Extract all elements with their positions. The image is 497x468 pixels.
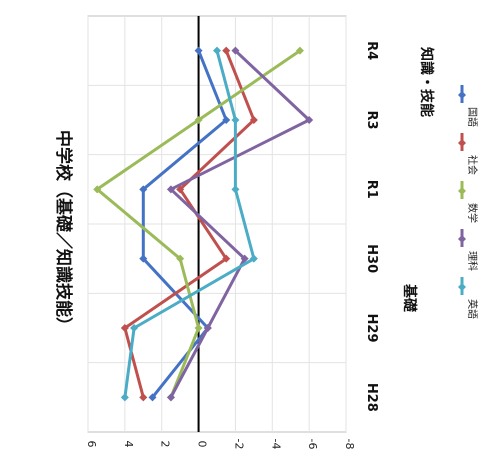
data-point [249,116,258,124]
category-label: R3 [364,110,379,129]
legend-marker [458,235,466,243]
series-1 [120,46,258,402]
series-line [141,50,228,399]
value-tick-label: -6 [306,439,319,450]
value-tick-label: 0 [196,441,209,448]
data-point [203,324,212,332]
data-point [222,116,231,124]
data-point [213,46,221,55]
legend-marker [458,91,466,99]
legend-label: 理科 [466,251,479,271]
data-point [222,254,231,263]
data-point [176,254,185,263]
legend-item: 社会 [458,133,479,175]
data-point [120,324,129,332]
data-point [139,254,148,263]
data-point [166,185,175,194]
legend-marker [458,139,466,147]
series-line [169,49,311,399]
legend-item: 理科 [458,229,479,271]
legend-label: 数学 [466,203,479,223]
legend-label: 社会 [466,155,479,175]
section-label-kiso: 基礎 [401,284,418,313]
data-point [305,116,314,124]
data-point [240,254,249,263]
data-point [249,254,258,263]
series-line [123,50,256,398]
series-4 [120,46,258,402]
series-3 [166,46,314,402]
chart-title: 中学校（基礎／知識技能） [53,130,74,334]
value-axis: -8 -6 -4 -2 0 2 4 6 [85,16,356,449]
data-point [194,324,203,332]
data-point [231,46,240,55]
value-tick-label: 4 [122,441,135,448]
value-tick-label: 6 [85,441,98,448]
legend-item: 英語 [458,277,479,319]
series-lines [93,46,314,402]
section-label-chishiki: 知識・技能 [418,47,435,117]
data-point [231,185,240,194]
category-label: R4 [364,41,379,60]
data-point [222,46,231,55]
legend-marker [458,187,466,195]
data-point [120,393,129,402]
series-line [95,49,301,398]
series-line [123,50,256,398]
data-point [166,393,175,402]
data-point [148,393,157,402]
category-label: H30 [364,244,379,273]
category-axis: H28 H29 H30 R1 R3 R4 [364,41,379,412]
legend-item: 国語 [458,85,479,127]
value-tick-label: 2 [159,441,172,448]
data-point [231,116,240,124]
data-point [194,116,203,124]
value-tick-label: -2 [232,439,245,450]
legend-marker [458,283,466,291]
data-point [93,185,102,194]
series-0 [139,46,231,402]
legend-label: 英語 [466,299,479,319]
data-point [139,185,148,194]
legend-item: 数学 [458,181,479,223]
legend-label: 国語 [466,107,479,127]
category-label: R1 [364,180,379,199]
category-label: H29 [364,314,379,343]
value-tick-label: -4 [269,439,282,450]
data-point [194,46,203,55]
data-point [130,324,139,332]
series-2 [93,46,304,402]
data-point [295,46,304,55]
value-tick-label: -8 [343,439,356,450]
category-label: H28 [364,383,379,412]
data-point [139,393,148,402]
